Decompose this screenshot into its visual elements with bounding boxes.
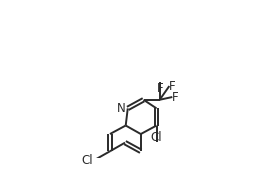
Text: Cl: Cl [82,154,93,167]
Text: N: N [117,102,126,115]
Text: F: F [172,91,179,104]
Text: F: F [169,80,176,93]
Text: F: F [156,82,163,95]
Text: Cl: Cl [151,131,162,144]
